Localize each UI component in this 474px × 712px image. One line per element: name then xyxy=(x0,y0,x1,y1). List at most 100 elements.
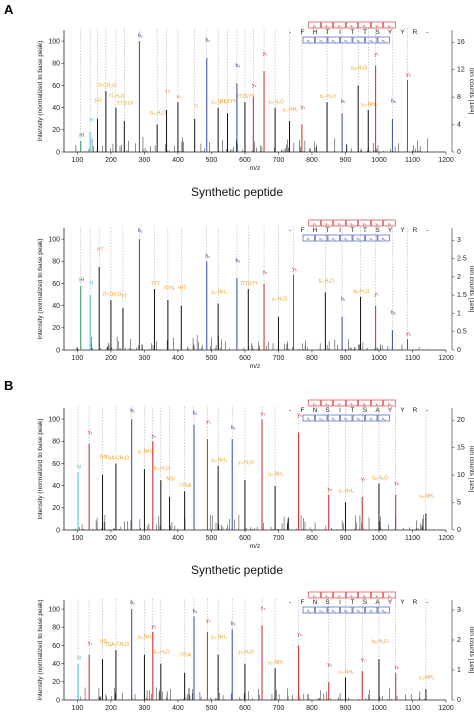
peak-label: y₅-NH₃ xyxy=(268,472,283,478)
y-tick-label: 40 xyxy=(52,105,60,112)
peak-label: y₅ xyxy=(263,51,268,57)
y-tick-label: 0 xyxy=(56,347,60,354)
b-ion-label: b₃ xyxy=(320,237,324,241)
peak-label: H xyxy=(89,118,93,124)
sequence-residue: I xyxy=(339,29,341,36)
y-ion-box xyxy=(308,219,321,227)
sequence-ladder: - F H T I T T S Y Y R - y₂ y₃ y₄ y₅ y₆ y₇ y₈ b₂ b₃ b₄ b₅ b₆ b₇ b₈ xyxy=(289,21,429,44)
y-ion-label: y₂ xyxy=(313,222,317,226)
y-ion-box xyxy=(320,21,334,29)
y-ion-box xyxy=(345,219,359,227)
peak-label: y₃ xyxy=(206,419,211,425)
x-tick-label: 600 xyxy=(239,355,251,362)
peak-label: TTY xyxy=(151,281,161,287)
x-tick-label: 400 xyxy=(172,535,184,542)
b-ion-label: b₇ xyxy=(370,609,374,613)
b-ion-label: b₇ xyxy=(370,417,374,421)
x-axis-label: m/z xyxy=(250,543,260,550)
peak-label: y₈-NH₃ xyxy=(419,675,435,681)
y2-tick-label: 16 xyxy=(457,39,465,46)
peak-label: y₁ xyxy=(88,641,93,647)
peak-label: ITTS xyxy=(163,286,174,292)
peak-label: y₄-H₂O xyxy=(238,460,254,466)
peak-label: b₂ xyxy=(138,228,143,234)
b-ion-label: b₂ xyxy=(307,237,311,241)
y-ion-box xyxy=(320,219,334,227)
b-ion-label: b₄ xyxy=(332,609,336,613)
peak-label: y₆-NH₃ xyxy=(283,107,298,113)
y2-tick-label: 0 xyxy=(457,347,461,354)
y-ion-label: y₄ xyxy=(338,594,342,598)
peak-label: b₄ xyxy=(193,608,198,614)
sequence-residue: I xyxy=(339,599,341,606)
sequence-residue: N xyxy=(313,407,318,414)
x-tick-label: 400 xyxy=(172,157,184,164)
peak-label: y₈ xyxy=(394,665,399,671)
b-ion-box xyxy=(365,606,378,614)
peak-label: y₇-NH₃ xyxy=(339,488,354,494)
panel-label-b: B xyxy=(4,378,13,393)
y-tick-label: 40 xyxy=(52,483,60,490)
b-ion-box xyxy=(365,414,378,422)
sequence-residue: H xyxy=(313,227,318,234)
y-ion-label: y₅ xyxy=(350,222,354,226)
peak-label: y₄-NH₃ xyxy=(211,100,226,106)
y-ion-box xyxy=(345,21,359,29)
b-ion-label: b₇ xyxy=(370,39,374,43)
b-ion-label: b₈ xyxy=(382,417,386,421)
sequence-residue: R xyxy=(413,227,418,234)
peak-label: N xyxy=(77,464,81,470)
y-ion-label: y₄ xyxy=(338,402,342,406)
b-ion-label: b₅ xyxy=(345,39,349,43)
sequence-residue: S xyxy=(363,407,368,414)
subtitle-b: Synthetic peptide xyxy=(191,563,283,577)
peak-label: y₅-NH₃ xyxy=(268,660,283,666)
y-ion-box xyxy=(358,21,371,29)
b-ion-label: b₃ xyxy=(320,39,324,43)
b-ion-box xyxy=(352,606,365,614)
sequence-residue: T xyxy=(363,227,367,234)
x-tick-label: 700 xyxy=(273,355,285,362)
y-ion-box xyxy=(383,591,396,599)
x-tick-label: 100 xyxy=(72,355,84,362)
peak-label: b₇-H₂O xyxy=(320,94,336,100)
x-tick-label: 800 xyxy=(306,157,318,164)
b-ion-box xyxy=(327,234,340,242)
sequence-residue: F xyxy=(301,407,305,414)
y-ion-label: y₆ xyxy=(363,402,367,406)
y-ion-label: y₈ xyxy=(388,222,392,226)
sequence-residue: - xyxy=(289,407,291,414)
y-ion-box xyxy=(333,399,346,407)
x-tick-label: 700 xyxy=(273,535,285,542)
peak-label: y₈ xyxy=(394,481,399,487)
x-tick-label: 900 xyxy=(340,355,352,362)
y2-tick-label: 1 xyxy=(457,310,461,317)
sequence-residue: Y xyxy=(388,227,393,234)
peak-label: TT xyxy=(164,90,170,96)
x-tick-label: 100 xyxy=(72,157,84,164)
peak-label: y₂ xyxy=(152,433,157,439)
subtitle-a: Synthetic peptide xyxy=(191,185,283,199)
chart-3: 100200300400500600700800900100011001200m… xyxy=(37,591,474,712)
peak-label: HT xyxy=(95,99,102,105)
y-ion-label: y₂ xyxy=(313,24,317,28)
x-tick-label: 200 xyxy=(105,705,117,712)
b-ion-box xyxy=(365,36,378,44)
peak-label: ITTSYY xyxy=(241,281,259,287)
y-tick-label: 100 xyxy=(48,38,60,45)
y-tick-label: 0 xyxy=(56,527,60,534)
sequence-residue: Y xyxy=(400,29,405,36)
peak-label: NS xyxy=(100,455,108,461)
b-ion-label: b₄ xyxy=(332,39,336,43)
sequence-residue: F xyxy=(301,29,305,36)
y-ion-label: y₅ xyxy=(350,594,354,598)
x-tick-label: 700 xyxy=(273,705,285,712)
sequence-residue: T xyxy=(351,407,355,414)
peak-label: b₇-H₂O xyxy=(319,278,335,284)
y-axis-label: Intensity (normalized to base peak) xyxy=(37,599,44,700)
sequence-residue: F xyxy=(301,227,305,234)
x-tick-label: 900 xyxy=(340,705,352,712)
x-tick-label: 600 xyxy=(239,705,251,712)
peak-label: y₂ xyxy=(152,624,157,630)
